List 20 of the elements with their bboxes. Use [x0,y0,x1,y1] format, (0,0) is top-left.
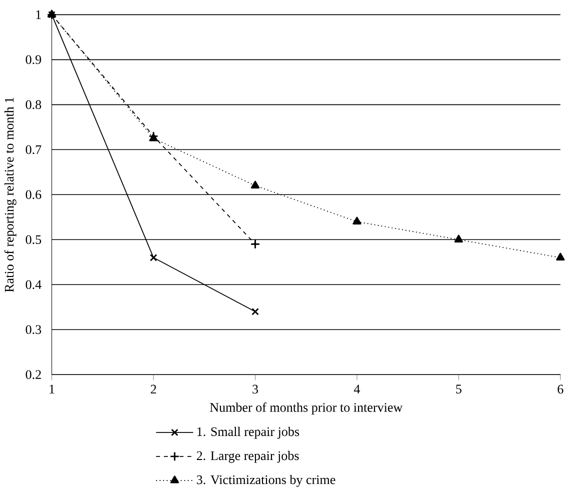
y-tick-label: 0.9 [26,55,42,64]
y-tick-label: 0.5 [26,235,42,244]
y-tick-label: 0.4 [26,280,42,289]
y-tick-label: 0.6 [26,190,42,199]
legend-label: 1. Small repair jobs [197,426,300,439]
x-tick-label: 2 [150,384,156,394]
x-tick-label: 4 [354,384,360,394]
legend-label: 3. Victimizations by crime [196,474,336,487]
y-tick-label: 0.2 [26,370,41,379]
x-tick-label: 1 [50,384,54,394]
y-tick-label: 0.3 [26,325,42,334]
x-tick-label: 6 [558,384,564,394]
y-tick-label: 0.8 [26,100,42,110]
y-tick-label: 0.7 [26,145,42,154]
x-axis-title: Number of months prior to interview [210,402,403,414]
x-tick-label: 3 [252,384,258,394]
y-tick-label: 1 [36,10,41,19]
y-axis-title: Ratio of reporting relative to month 1 [4,98,16,292]
legend-label: 2. Large repair jobs [196,450,299,463]
x-tick-label: 5 [456,384,462,394]
